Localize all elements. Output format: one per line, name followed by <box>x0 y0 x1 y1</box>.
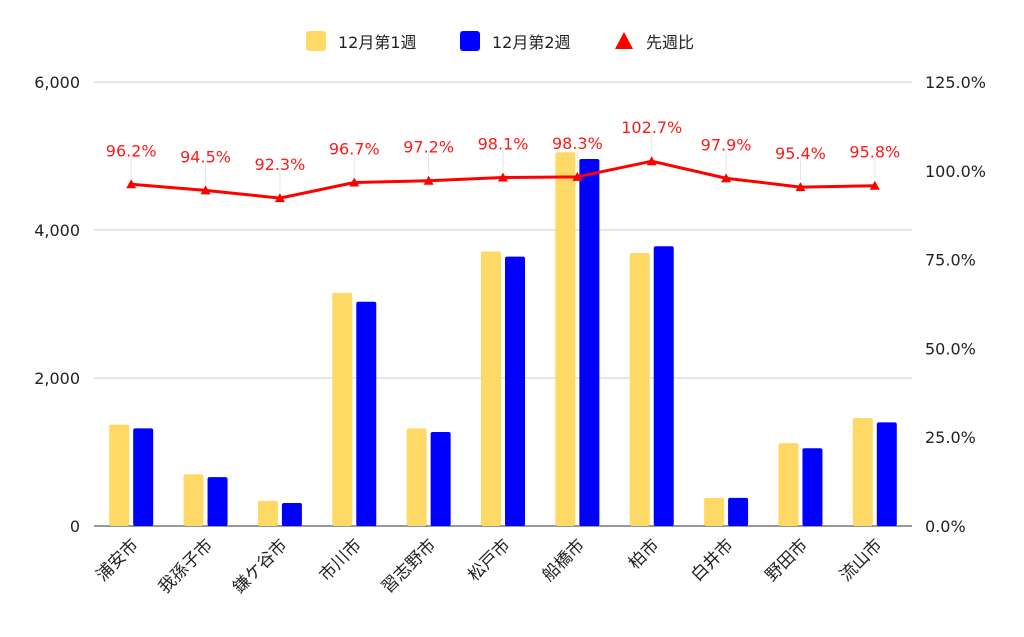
bar <box>281 503 302 526</box>
bar <box>133 428 154 526</box>
legend-swatch <box>306 31 326 51</box>
ratio-data-label: 96.2% <box>106 141 157 160</box>
ratio-marker <box>423 175 434 185</box>
legend-label: 先週比 <box>646 33 694 52</box>
ratio-marker <box>126 179 137 189</box>
right-axis-tick-label: 125.0% <box>925 73 986 92</box>
bar <box>555 152 576 527</box>
bar <box>257 500 278 526</box>
ratio-marker <box>349 177 360 187</box>
ratio-marker <box>498 172 508 182</box>
left-axis-tick-label: 0 <box>70 517 80 536</box>
legend-item: 先週比 <box>615 32 694 52</box>
legend-swatch <box>460 31 480 51</box>
left-axis-tick-label: 4,000 <box>34 221 80 240</box>
x-axis-tick-label: 松戸市 <box>464 535 514 585</box>
bar <box>481 251 501 526</box>
bar <box>728 497 749 526</box>
ratio-data-label: 97.9% <box>701 135 752 154</box>
legend-label: 12月第2週 <box>492 33 571 52</box>
ratio-data-label: 98.3% <box>552 134 603 153</box>
ratio-marker <box>200 185 211 195</box>
x-axis-tick-label: 野田市 <box>762 535 812 585</box>
right-axis-tick-label: 0.0% <box>925 517 966 536</box>
bar <box>876 422 897 526</box>
bar <box>579 158 600 526</box>
right-axis-tick-label: 25.0% <box>925 428 976 447</box>
ratio-data-label: 97.2% <box>403 138 454 157</box>
bar <box>653 246 674 526</box>
left-axis-tick-label: 6,000 <box>34 73 80 92</box>
right-axis-tick-label: 75.0% <box>925 251 976 270</box>
x-axis-tick-label: 我孫子市 <box>155 535 217 597</box>
ratio-marker <box>274 193 285 203</box>
bar <box>704 497 725 526</box>
legend-item: 12月第1週 <box>306 31 417 52</box>
ratio-marker <box>572 171 583 181</box>
legend: 12月第1週 12月第2週 先週比 <box>306 31 694 52</box>
right-axis-tick-label: 50.0% <box>925 339 976 358</box>
x-axis-tick-label: 船橋市 <box>539 535 589 585</box>
bar <box>505 256 525 526</box>
bar <box>802 448 823 526</box>
bar <box>207 477 228 526</box>
ratio-marker <box>721 173 732 183</box>
legend-item: 12月第2週 <box>460 31 571 52</box>
ratio-marker <box>646 156 657 166</box>
bar <box>109 424 130 526</box>
ratio-data-label: 96.7% <box>329 140 380 159</box>
left-axis-tick-label: 2,000 <box>34 369 80 388</box>
ratio-data-label: 102.7% <box>621 118 682 137</box>
ratio-marker <box>869 180 880 190</box>
bar <box>430 432 451 526</box>
x-axis-tick-label: 白井市 <box>687 535 737 585</box>
ratio-data-label: 92.3% <box>254 155 305 174</box>
bar <box>852 417 873 526</box>
x-axis-tick-label: 習志野市 <box>378 535 440 597</box>
bar <box>778 443 799 526</box>
ratio-data-label: 94.5% <box>180 147 231 166</box>
ratio-data-label: 95.8% <box>849 143 900 162</box>
bar <box>356 301 377 526</box>
x-axis-tick-label: 市川市 <box>316 535 366 585</box>
ratio-line-series: 96.2% 94.5% 92.3% 96.7% 97.2% 98.1% 98.3% 102.7… <box>106 118 900 203</box>
right-axis-tick-label: 100.0% <box>925 162 986 181</box>
x-axis-tick-label: 柏市 <box>625 535 663 573</box>
bar <box>629 252 650 526</box>
x-axis-tick-label: 浦安市 <box>93 535 143 585</box>
legend-label: 12月第1週 <box>338 33 417 52</box>
ratio-marker <box>795 182 806 192</box>
bar <box>183 474 204 526</box>
gridlines <box>94 81 912 527</box>
bar <box>332 292 353 526</box>
ratio-data-label: 98.1% <box>478 135 529 154</box>
bar <box>406 428 427 526</box>
x-axis-tick-label: 流山市 <box>836 535 886 585</box>
bar-series <box>109 152 897 527</box>
legend-triangle-icon <box>615 32 633 49</box>
ratio-data-label: 95.4% <box>775 144 826 163</box>
x-axis-tick-label: 鎌ケ谷市 <box>229 535 291 597</box>
